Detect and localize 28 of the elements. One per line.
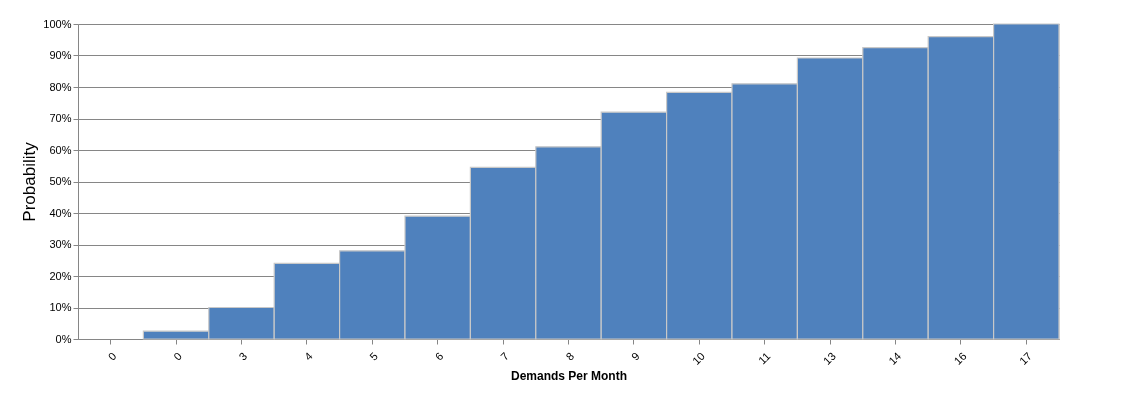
x-axis-title: Demands Per Month (510, 368, 628, 383)
x-tick-label: 13 (820, 349, 838, 367)
y-tick-label: 20% (49, 269, 72, 282)
x-tick-label: 8 (563, 349, 577, 363)
x-tick-label: 14 (886, 349, 904, 367)
y-tick-label: 10% (49, 301, 72, 313)
y-tick-label: 70% (49, 112, 72, 124)
y-tick-label: 60% (49, 143, 72, 156)
x-tick-label: 4 (301, 349, 315, 363)
x-tick-label: 17 (1016, 349, 1035, 367)
x-tick-label: 3 (236, 349, 250, 363)
y-tick-label: 90% (49, 49, 72, 61)
y-tick-label: 40% (49, 206, 72, 219)
y-tick-label: 50% (49, 175, 72, 187)
x-tick-label: 10 (689, 349, 708, 367)
x-tick-label: 0 (171, 349, 184, 363)
x-tick-label: 6 (432, 349, 446, 363)
x-tick-label: 7 (498, 349, 511, 363)
x-tick-label: 9 (628, 349, 642, 363)
x-tick-label: 0 (105, 349, 119, 363)
x-tick-label: 5 (367, 349, 381, 363)
y-tick-label: 0% (55, 332, 72, 345)
y-tick-label: 100% (43, 17, 72, 30)
x-tick-label: 16 (951, 349, 969, 367)
y-tick-label: 30% (49, 238, 72, 250)
y-axis-title: Probability (20, 141, 40, 222)
y-tick-label: 80% (49, 80, 72, 93)
x-tick-label: 11 (755, 349, 773, 367)
